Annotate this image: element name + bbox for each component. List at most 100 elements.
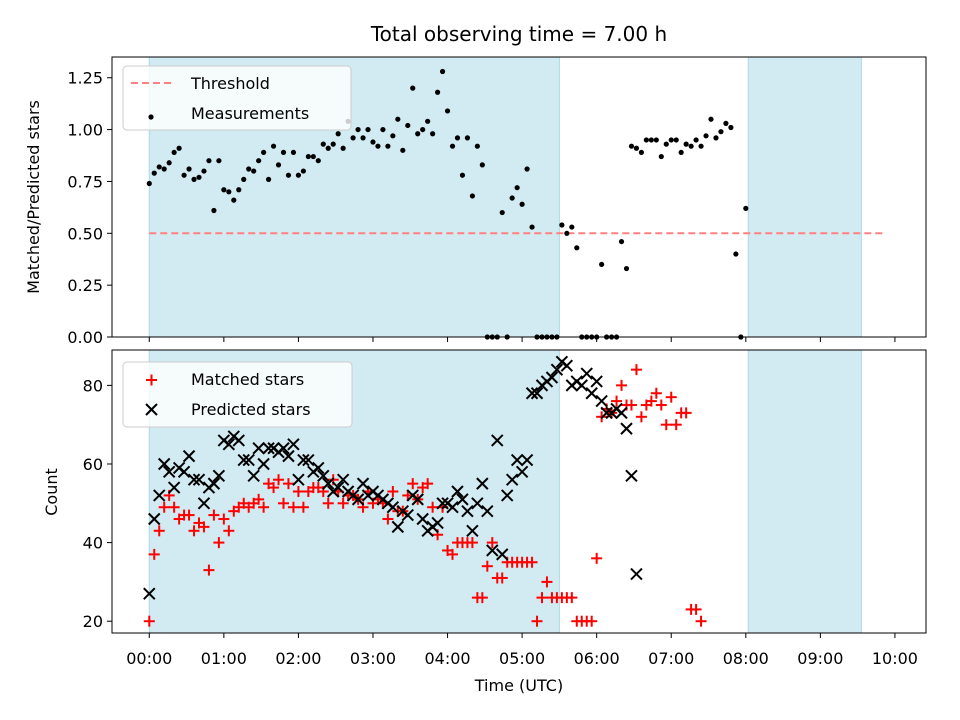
matched-star-point (655, 399, 667, 411)
measurement-point (668, 137, 674, 143)
x-tick-label: 09:00 (797, 649, 843, 668)
predicted-star-point (292, 473, 305, 486)
matched-star-point (427, 501, 439, 513)
measurement-point (405, 122, 411, 129)
measurement-point (290, 149, 297, 156)
predicted-star-point (386, 501, 400, 514)
predicted-star-point (167, 481, 181, 494)
measurement-point (186, 166, 192, 172)
measurement-point (340, 145, 346, 151)
matched-star-point (292, 486, 304, 497)
predicted-star-point (456, 493, 469, 506)
matched-star-point (660, 419, 672, 431)
matched-star-point (541, 576, 553, 588)
measurement-point (211, 207, 217, 214)
measurement-point (628, 143, 635, 149)
matched-star-point (680, 407, 692, 419)
measurement-point (499, 209, 505, 216)
predicted-star-point (491, 434, 504, 447)
predicted-star-point (525, 387, 539, 400)
measurement-point (524, 166, 530, 172)
measurement-point (310, 153, 316, 160)
predicted-star-point (331, 481, 345, 494)
predicted-star-point (148, 512, 161, 526)
x-tick-label: 02:00 (275, 649, 321, 668)
matched-star-point (387, 486, 399, 497)
predicted-star-point (431, 516, 444, 530)
predicted-star-point (615, 406, 628, 420)
predicted-star-point (625, 469, 638, 482)
x-tick-label: 08:00 (723, 649, 769, 668)
predicted-star-point (237, 453, 250, 467)
predicted-star-point (322, 477, 335, 490)
predicted-star-point (262, 442, 275, 455)
matched-star-point (277, 497, 289, 509)
predicted-star-point (197, 497, 211, 510)
measurement-point (335, 131, 341, 137)
predicted-star-point (496, 548, 509, 561)
measurement-point (658, 153, 664, 160)
measurement-point (146, 180, 152, 187)
matched-star-point (616, 379, 628, 391)
measurement-point (216, 158, 222, 164)
measurement-point (703, 133, 709, 139)
predicted-star-point (222, 438, 236, 451)
predicted-star-point (232, 434, 245, 447)
measurement-point (618, 238, 625, 245)
predicted-star-point (585, 387, 598, 400)
matched-star-point (148, 548, 160, 560)
predicted-star-point (486, 544, 499, 557)
measurement-point (370, 139, 376, 145)
matched-star-point (208, 509, 220, 521)
measurement-point (449, 143, 456, 149)
measurement-point (728, 124, 734, 131)
ratio-panel-y-ticks: 0.00 0.25 0.50 0.75 1.00 1.25 (67, 69, 112, 347)
measurement-point (569, 224, 575, 230)
measurement-point (439, 68, 446, 75)
matched-star-point (143, 615, 155, 627)
measurement-point (444, 108, 451, 114)
measurement-point (166, 160, 172, 166)
predicted-star-point (481, 504, 494, 518)
measurement-point (673, 137, 679, 143)
predicted-star-point (580, 367, 593, 380)
measurement-point (564, 230, 570, 236)
measurement-point (643, 137, 649, 143)
matched-star-point (447, 548, 459, 560)
x-tick-label: 07:00 (648, 649, 694, 668)
predicted-star-point (401, 508, 414, 522)
measurement-point (410, 85, 416, 91)
legend-box (122, 65, 352, 131)
measurement-point (718, 129, 724, 135)
predicted-star-point (177, 465, 191, 479)
measurement-point (231, 197, 237, 203)
measurement-point (435, 89, 441, 95)
measurement-point (623, 265, 630, 272)
matched-star-point (407, 478, 419, 490)
predicted-star-point (282, 449, 295, 463)
predicted-star-point (520, 453, 534, 467)
measurement-point (350, 135, 356, 141)
predicted-star-point (297, 453, 310, 467)
legend-threshold-label: Threshold (190, 74, 270, 93)
measurement-point (151, 170, 157, 176)
measurement-point (415, 131, 421, 137)
measurement-point (723, 120, 729, 126)
predicted-star-point (212, 469, 226, 482)
predicted-star-point (257, 457, 270, 471)
matched-star-point (282, 478, 294, 490)
measurement-point (698, 143, 704, 149)
predicted-star-point (560, 359, 574, 372)
predicted-star-point (192, 473, 206, 486)
legend-matched-label: Matched stars (191, 370, 304, 389)
predicted-star-point (162, 465, 176, 479)
predicted-star-point (436, 497, 449, 510)
observing-window-shade (747, 349, 862, 634)
measurement-point (201, 168, 207, 174)
y-tick-label: 0.25 (67, 276, 103, 295)
predicted-star-point (287, 438, 300, 451)
matched-star-point (591, 552, 603, 564)
predicted-star-point (312, 461, 325, 475)
measurement-point (713, 135, 719, 141)
